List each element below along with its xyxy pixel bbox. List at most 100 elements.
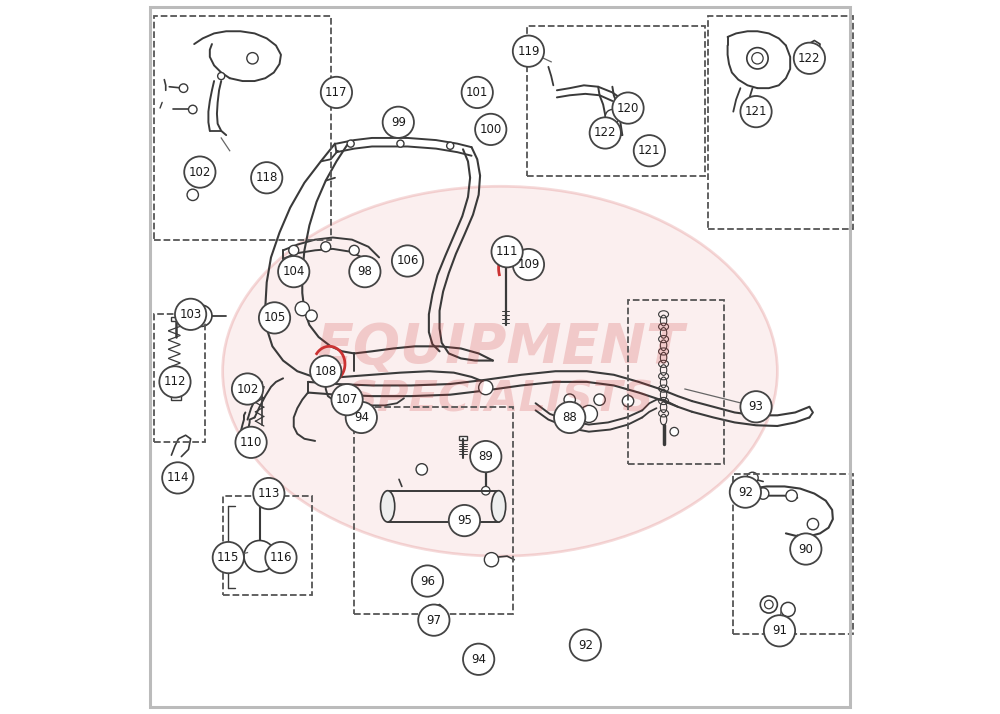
Circle shape xyxy=(564,394,575,406)
Text: 120: 120 xyxy=(617,101,639,114)
Text: 102: 102 xyxy=(189,166,211,178)
Text: SPECIALISTS: SPECIALISTS xyxy=(346,378,654,421)
Text: 95: 95 xyxy=(457,514,472,527)
Circle shape xyxy=(807,518,819,530)
Circle shape xyxy=(244,540,275,572)
Text: 118: 118 xyxy=(256,171,278,184)
Text: 100: 100 xyxy=(480,123,502,136)
Circle shape xyxy=(612,92,644,124)
Circle shape xyxy=(747,48,768,69)
Circle shape xyxy=(760,596,777,613)
Text: 97: 97 xyxy=(426,613,441,627)
Circle shape xyxy=(321,77,352,108)
Ellipse shape xyxy=(491,491,506,522)
Bar xyxy=(171,317,181,321)
Text: 94: 94 xyxy=(354,411,369,424)
Bar xyxy=(482,442,490,448)
Text: 96: 96 xyxy=(420,575,435,588)
Text: 104: 104 xyxy=(283,265,305,278)
Text: 93: 93 xyxy=(749,401,763,413)
Circle shape xyxy=(289,246,299,256)
Circle shape xyxy=(349,246,359,256)
Circle shape xyxy=(162,462,193,493)
Text: 113: 113 xyxy=(258,487,280,500)
Circle shape xyxy=(412,565,443,597)
Circle shape xyxy=(232,373,263,405)
Ellipse shape xyxy=(223,186,777,556)
Circle shape xyxy=(418,605,450,635)
Text: 90: 90 xyxy=(798,543,813,555)
Circle shape xyxy=(184,156,216,188)
Text: 108: 108 xyxy=(315,365,337,378)
Text: EQUIPMENT: EQUIPMENT xyxy=(316,321,684,376)
Circle shape xyxy=(191,305,212,326)
Circle shape xyxy=(251,162,282,193)
Circle shape xyxy=(590,117,621,149)
Circle shape xyxy=(349,256,381,287)
Text: 94: 94 xyxy=(471,653,486,665)
Circle shape xyxy=(253,478,284,509)
Circle shape xyxy=(449,505,480,536)
Text: 103: 103 xyxy=(179,308,202,321)
Circle shape xyxy=(187,189,198,201)
Text: 109: 109 xyxy=(517,258,540,271)
Circle shape xyxy=(570,630,601,660)
Text: 111: 111 xyxy=(496,245,518,258)
Circle shape xyxy=(392,246,423,276)
Text: 121: 121 xyxy=(638,144,661,157)
Bar xyxy=(501,239,510,245)
Circle shape xyxy=(470,441,501,472)
Text: 106: 106 xyxy=(396,254,419,268)
Circle shape xyxy=(670,428,679,436)
Text: 117: 117 xyxy=(325,86,348,99)
Circle shape xyxy=(634,135,665,166)
Circle shape xyxy=(179,84,188,92)
Circle shape xyxy=(397,140,404,147)
Circle shape xyxy=(265,542,297,573)
Text: 98: 98 xyxy=(357,265,372,278)
Circle shape xyxy=(765,600,773,609)
Text: 122: 122 xyxy=(798,52,821,65)
Circle shape xyxy=(188,105,197,114)
Circle shape xyxy=(622,396,634,407)
Circle shape xyxy=(479,381,493,395)
Circle shape xyxy=(295,301,309,316)
Text: 110: 110 xyxy=(240,436,262,449)
Text: 102: 102 xyxy=(236,383,259,396)
Ellipse shape xyxy=(381,491,395,522)
Circle shape xyxy=(594,394,605,406)
Circle shape xyxy=(786,490,797,501)
Text: 89: 89 xyxy=(478,450,493,463)
Circle shape xyxy=(752,53,763,64)
Bar xyxy=(399,256,420,265)
Circle shape xyxy=(757,488,769,499)
Circle shape xyxy=(491,236,523,267)
Text: 119: 119 xyxy=(517,45,540,58)
Circle shape xyxy=(235,427,267,458)
Circle shape xyxy=(740,391,772,423)
Circle shape xyxy=(580,406,597,423)
Text: 91: 91 xyxy=(772,624,787,638)
Text: 105: 105 xyxy=(263,311,286,324)
Circle shape xyxy=(259,302,290,333)
Text: 101: 101 xyxy=(466,86,488,99)
Circle shape xyxy=(306,310,317,321)
Circle shape xyxy=(463,643,494,675)
Circle shape xyxy=(554,402,585,433)
Circle shape xyxy=(730,476,761,508)
Circle shape xyxy=(475,114,506,145)
Circle shape xyxy=(310,356,341,387)
Circle shape xyxy=(747,472,758,483)
Text: 116: 116 xyxy=(270,551,292,564)
Text: 114: 114 xyxy=(167,471,189,484)
Bar xyxy=(459,436,467,441)
Circle shape xyxy=(764,615,795,646)
Text: 122: 122 xyxy=(594,126,617,139)
Circle shape xyxy=(740,96,772,127)
Circle shape xyxy=(790,533,821,565)
Text: 99: 99 xyxy=(391,116,406,129)
Circle shape xyxy=(482,486,490,495)
Circle shape xyxy=(605,109,619,124)
Circle shape xyxy=(513,36,544,67)
Text: 107: 107 xyxy=(336,393,358,406)
